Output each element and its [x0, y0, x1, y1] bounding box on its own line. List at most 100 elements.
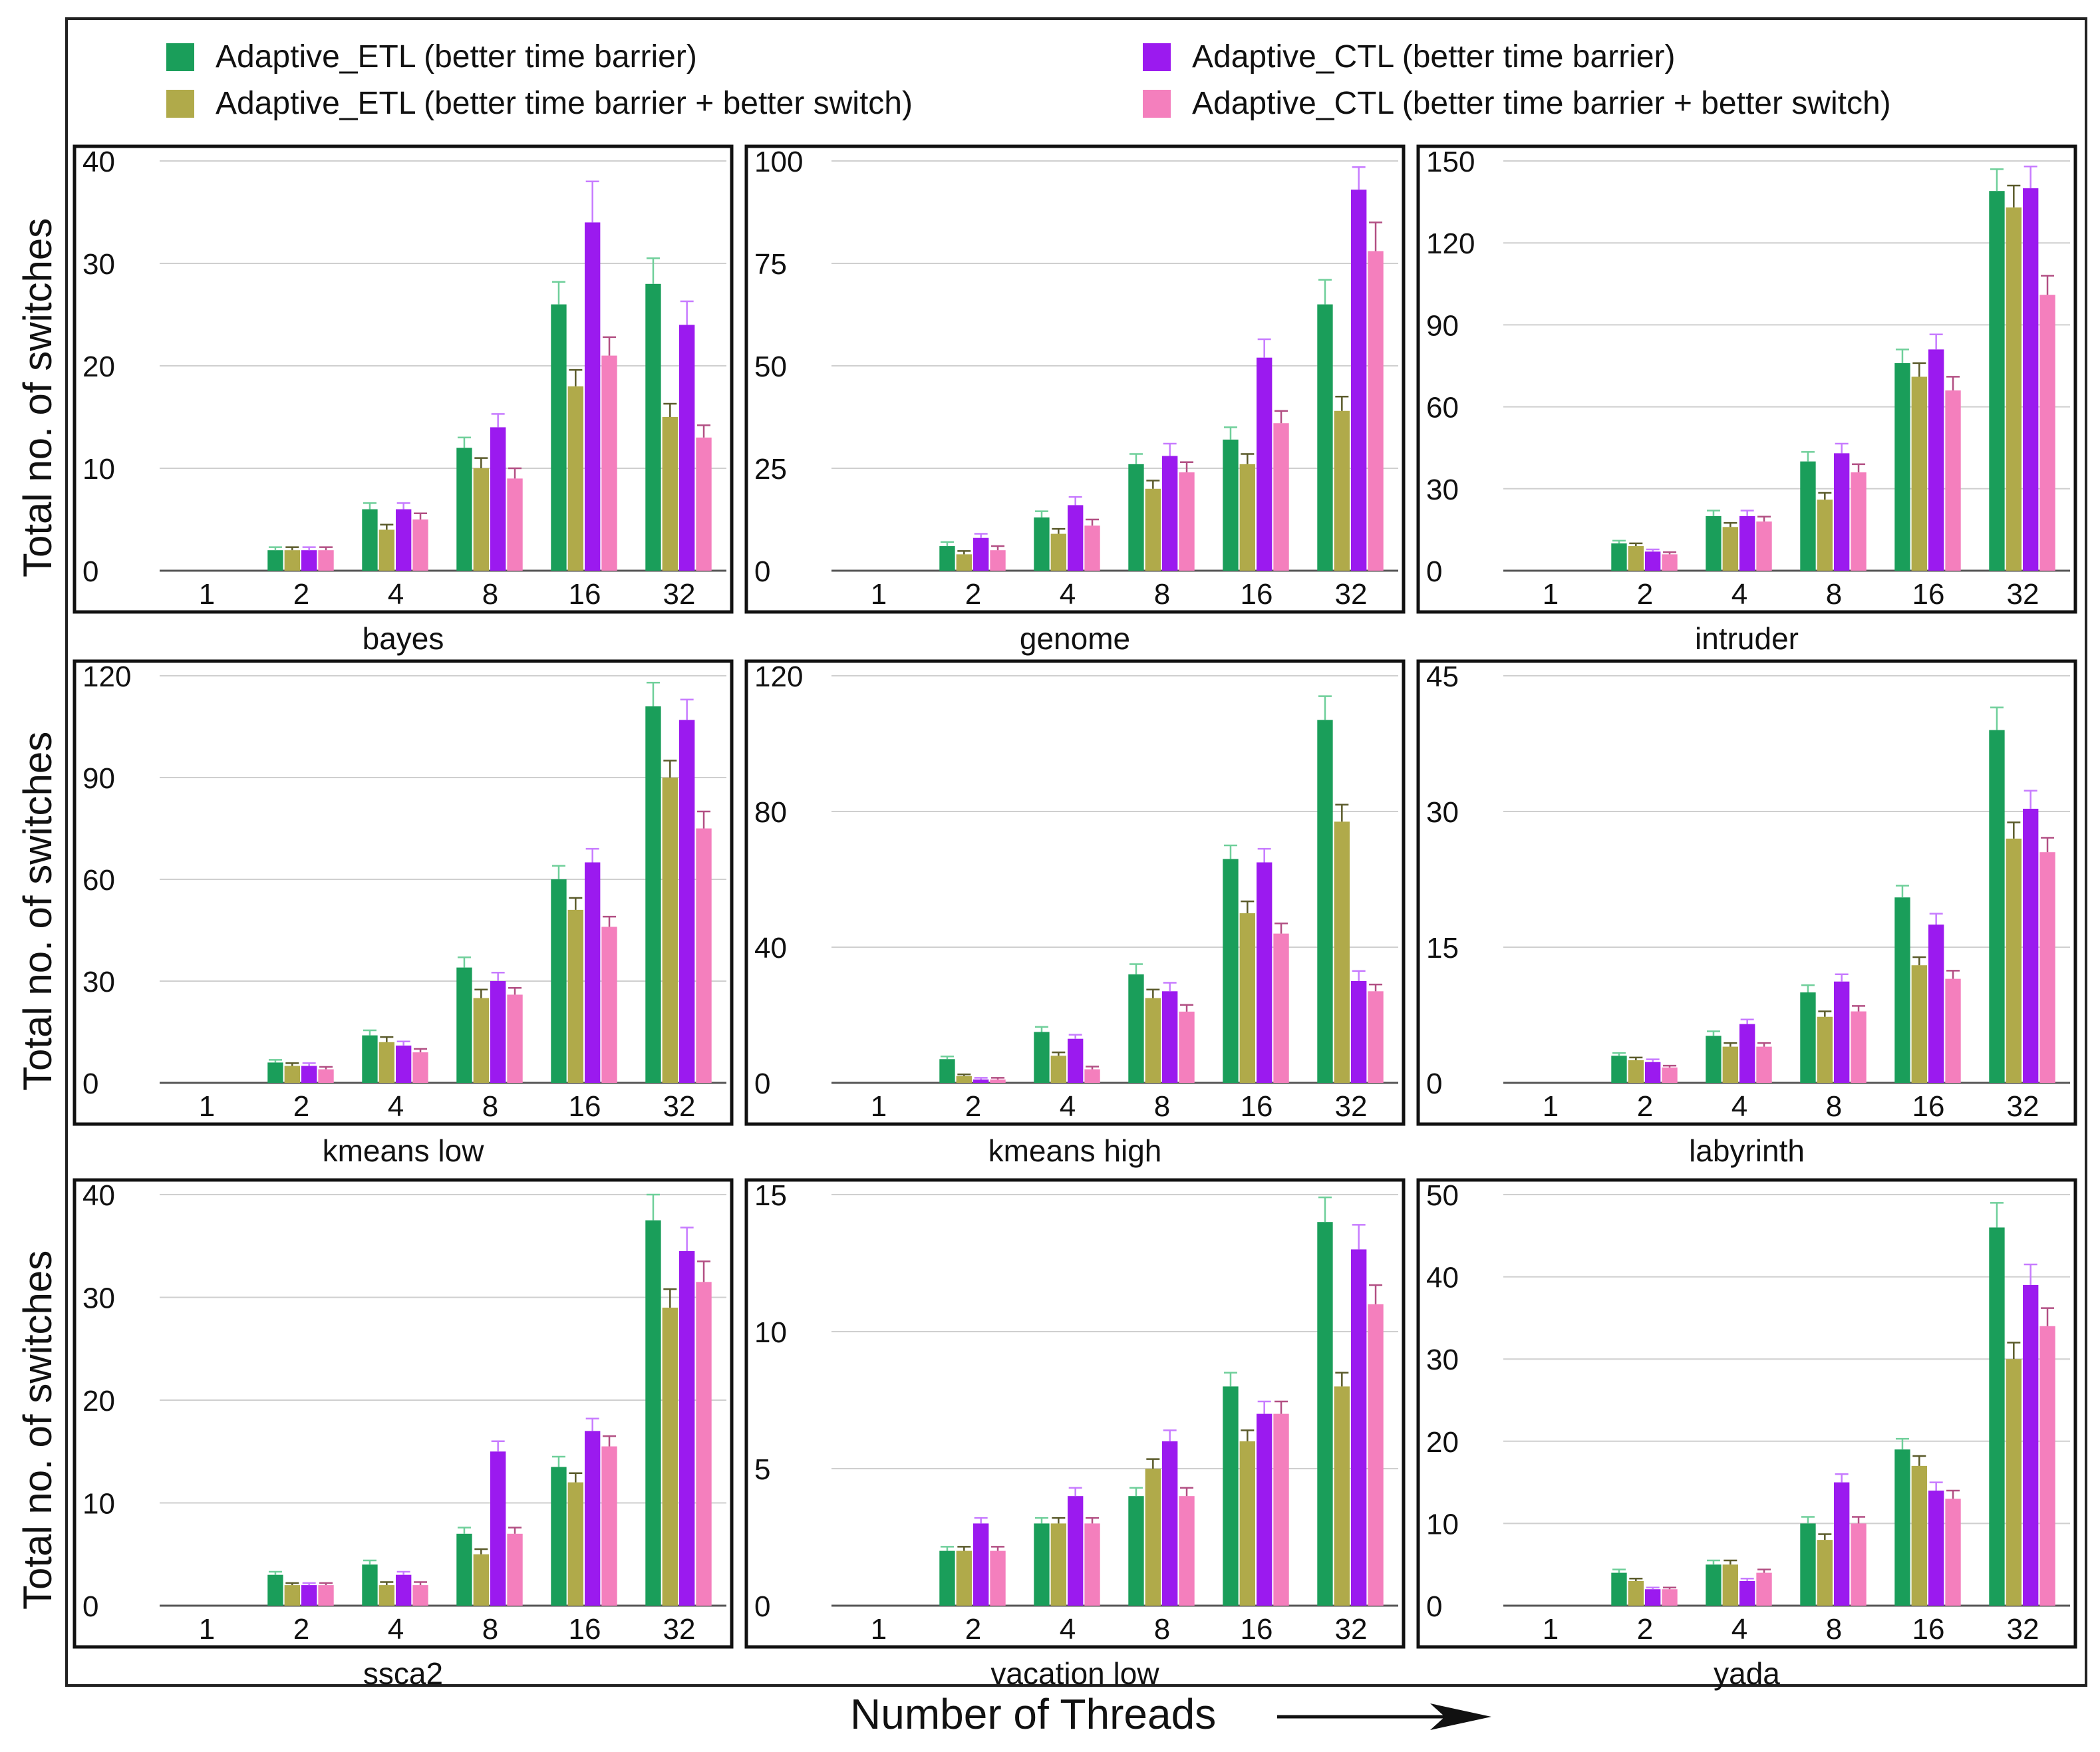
- x-tick-label: 8: [1826, 1090, 1842, 1123]
- x-tick-label: 32: [1335, 1090, 1368, 1123]
- bar: [1223, 1386, 1239, 1606]
- y-tick-label: 40: [1426, 1262, 1459, 1294]
- panel-ssca2: 0 10 20 30 40 1 2 4 8 16 32 ssca2: [73, 1178, 734, 1691]
- x-tick-label: 2: [293, 1090, 309, 1123]
- y-tick-label: 30: [82, 966, 115, 998]
- bar: [1611, 543, 1627, 571]
- bar: [1034, 1523, 1050, 1606]
- panel-frame: [744, 659, 1406, 1126]
- panel-title: kmeans high: [988, 1133, 1162, 1168]
- bar: [1068, 1496, 1084, 1606]
- x-tick-label: 8: [1826, 1613, 1842, 1646]
- y-tick-label: 0: [82, 1590, 98, 1623]
- bar: [2023, 808, 2039, 1083]
- bar: [973, 1523, 989, 1606]
- panel-intruder: 0 30 60 90 120 150 1 2 4 8 16 32 intruder: [1416, 144, 2077, 656]
- bar: [1351, 981, 1367, 1083]
- x-tick-label: 1: [1543, 1613, 1559, 1646]
- bar: [1368, 251, 1384, 571]
- y-tick-label: 40: [754, 932, 787, 964]
- y-tick-label: 20: [82, 1385, 115, 1417]
- bar: [1317, 1222, 1333, 1606]
- bar: [1722, 1046, 1738, 1083]
- bar: [362, 1035, 378, 1083]
- legend-item-etl-barrier: Adaptive_ETL (better time barrier): [166, 39, 697, 75]
- bar: [1628, 1580, 1644, 1606]
- x-tick-label: 1: [1543, 1090, 1559, 1123]
- bar: [1945, 978, 1961, 1083]
- bar: [1223, 859, 1239, 1083]
- bar: [696, 437, 712, 571]
- bar: [1128, 464, 1144, 571]
- bar: [267, 1574, 283, 1606]
- x-tick-label: 16: [1241, 1090, 1273, 1123]
- y-tick-label: 30: [82, 1282, 115, 1315]
- x-tick-label: 16: [1241, 578, 1273, 611]
- y-tick-label: 20: [1426, 1426, 1459, 1459]
- bar: [1911, 965, 1927, 1083]
- bar: [378, 529, 394, 571]
- panel-labyrinth: 0 15 30 45 1 2 4 8 16 32 labyrinth: [1416, 659, 2077, 1168]
- x-tick-label: 2: [293, 578, 309, 611]
- bar: [1145, 998, 1161, 1083]
- x-tick-label: 1: [199, 1090, 215, 1123]
- bar: [956, 1076, 972, 1083]
- bar: [585, 222, 601, 571]
- bar: [1662, 1067, 1678, 1083]
- bar: [679, 720, 695, 1083]
- panel-title: kmeans low: [323, 1133, 485, 1168]
- bar: [473, 1554, 489, 1606]
- x-tick-label: 32: [663, 1090, 696, 1123]
- bar: [1800, 461, 1816, 571]
- bar: [1628, 1060, 1644, 1083]
- bar: [378, 1585, 394, 1606]
- bar: [318, 1069, 334, 1083]
- bar: [990, 1550, 1006, 1606]
- bar: [396, 1574, 412, 1606]
- y-tick-label: 0: [82, 1068, 98, 1100]
- bar: [1050, 1523, 1066, 1606]
- x-tick-label: 4: [1060, 1613, 1076, 1646]
- bar: [1162, 456, 1178, 571]
- bar: [2039, 295, 2055, 571]
- bar: [1834, 453, 1850, 571]
- bar: [601, 1446, 617, 1606]
- y-tick-label: 40: [82, 146, 115, 178]
- bar: [1722, 1564, 1738, 1606]
- x-tick-label: 16: [569, 1090, 601, 1123]
- bar: [1911, 1465, 1927, 1606]
- bar: [1034, 1032, 1050, 1083]
- bar: [551, 304, 567, 571]
- bar: [601, 355, 617, 571]
- panel-frame: [73, 659, 734, 1126]
- bar: [301, 1066, 317, 1083]
- bar: [1817, 1016, 1833, 1083]
- x-tick-label: 1: [199, 578, 215, 611]
- bar: [1851, 1523, 1867, 1606]
- x-tick-label: 1: [871, 1090, 887, 1123]
- bar: [1756, 521, 1772, 571]
- bar: [585, 1431, 601, 1606]
- y-tick-label: 0: [754, 1590, 770, 1623]
- bar: [284, 1585, 300, 1606]
- y-tick-label: 30: [82, 248, 115, 281]
- bar: [1128, 1496, 1144, 1606]
- bar: [601, 927, 617, 1083]
- x-tick-label: 8: [482, 1613, 498, 1646]
- bar: [973, 1079, 989, 1083]
- bar: [696, 828, 712, 1083]
- bar: [473, 468, 489, 571]
- y-tick-label: 5: [754, 1453, 770, 1486]
- bar: [318, 1585, 334, 1606]
- bar: [1739, 515, 1755, 571]
- bar: [939, 1059, 955, 1083]
- bar: [1068, 1038, 1084, 1083]
- y-tick-label: 60: [1426, 392, 1459, 424]
- bar: [490, 1451, 506, 1606]
- x-tick-label: 32: [663, 578, 696, 611]
- y-tick-label: 15: [754, 1179, 787, 1212]
- bar: [1179, 1011, 1195, 1083]
- bar: [412, 1585, 428, 1606]
- panel-frame: [73, 144, 734, 614]
- bar: [567, 909, 583, 1083]
